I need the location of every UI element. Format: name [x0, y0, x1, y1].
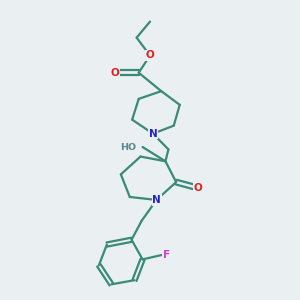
Text: N: N	[152, 195, 161, 205]
Text: N: N	[148, 129, 157, 139]
Text: O: O	[146, 50, 154, 61]
Text: O: O	[111, 68, 119, 78]
Text: F: F	[163, 250, 170, 260]
Text: HO: HO	[121, 142, 136, 152]
Text: O: O	[194, 183, 203, 193]
